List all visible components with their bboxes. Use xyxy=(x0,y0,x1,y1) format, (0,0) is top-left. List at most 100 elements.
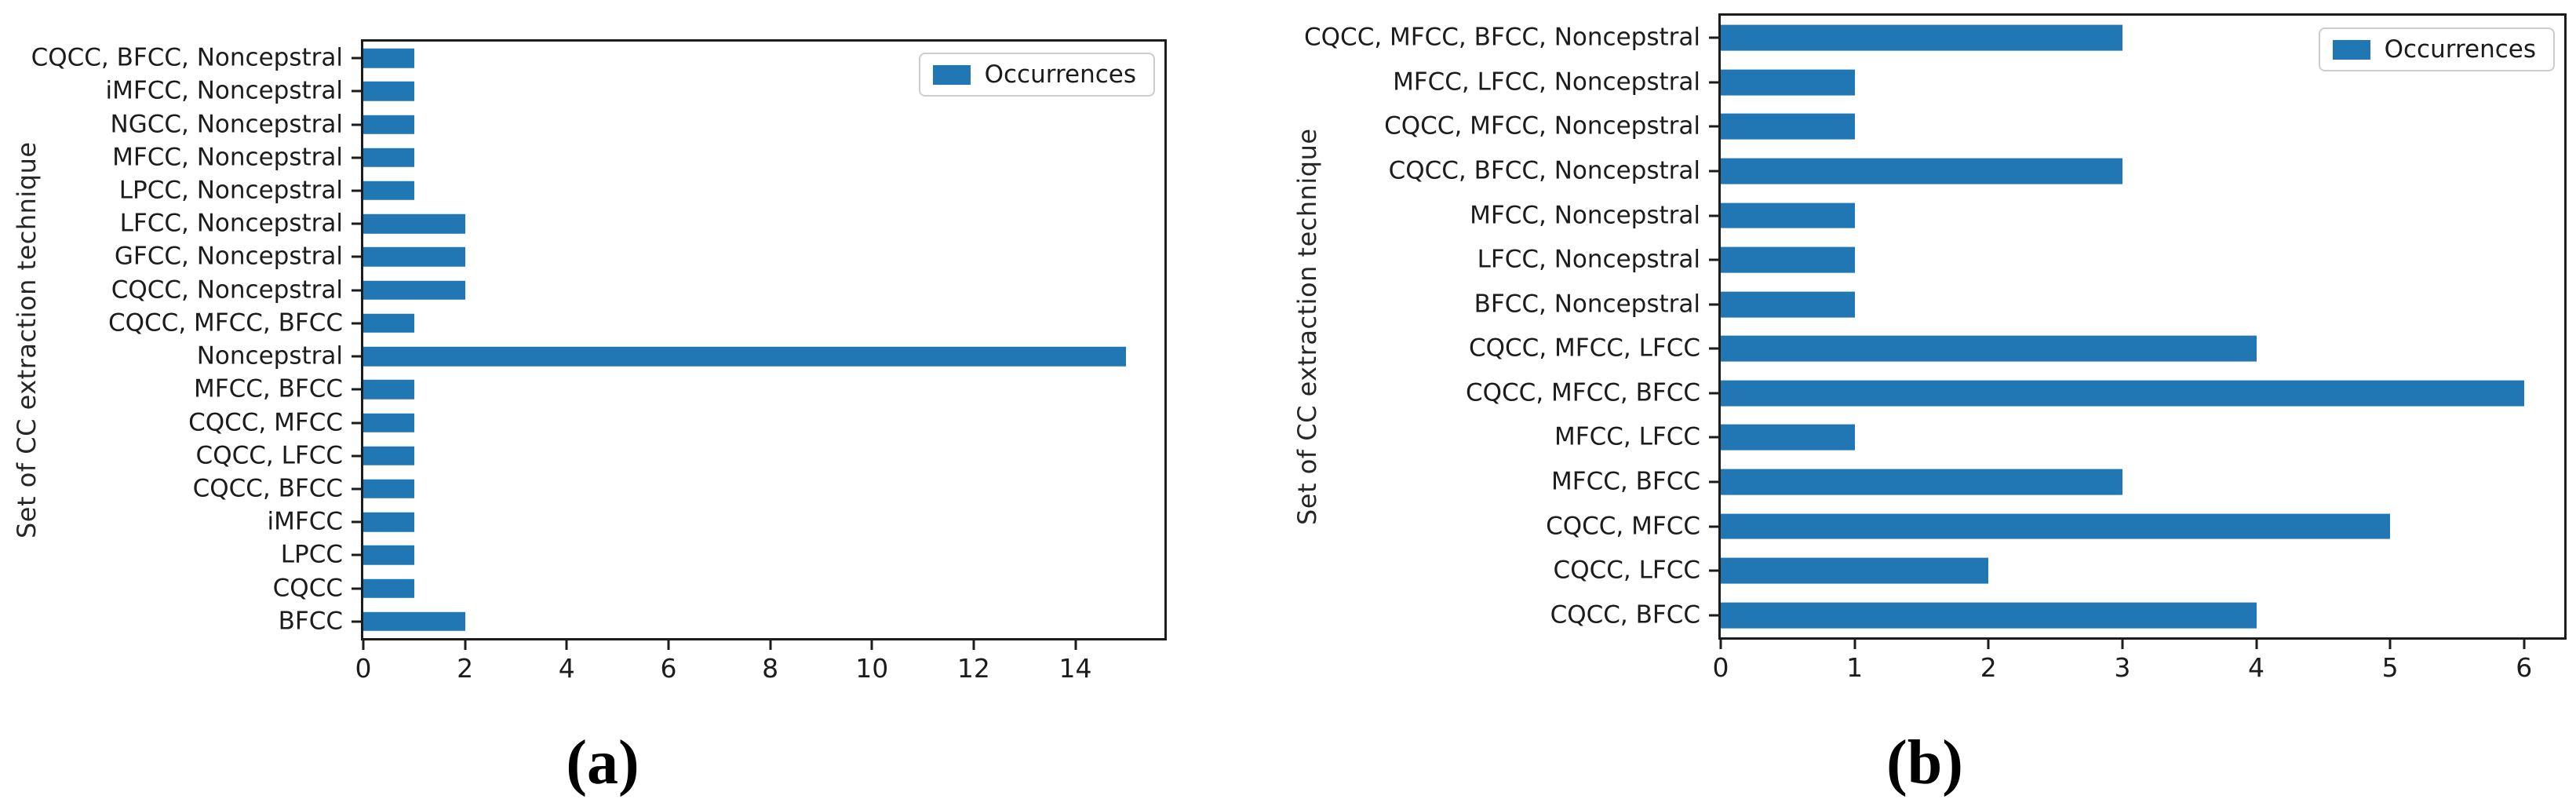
bar xyxy=(363,313,414,334)
category-label: MFCC, BFCC xyxy=(194,374,343,403)
bar-row: CQCC, MFCC, BFCC, Noncepstral xyxy=(1304,16,2564,60)
bar-row: LPCC, Noncepstral xyxy=(119,174,1164,207)
category-label: CQCC, MFCC, LFCC xyxy=(1468,334,1700,363)
bar-row: CQCC, MFCC, LFCC xyxy=(1469,327,2564,371)
category-label: BFCC xyxy=(278,607,343,636)
legend-label: Occurrences xyxy=(984,60,1136,89)
category-label: Noncepstral xyxy=(196,341,343,370)
bar xyxy=(1721,335,2257,362)
category-label: iMFCC, Noncepstral xyxy=(105,76,343,105)
bar xyxy=(1721,202,1855,228)
y-tick-mark xyxy=(352,620,361,623)
category-label: MFCC, LFCC, Noncepstral xyxy=(1393,68,1700,97)
x-tick-label: 3 xyxy=(2114,652,2131,683)
category-label: NGCC, Noncepstral xyxy=(110,110,343,139)
bar xyxy=(1721,246,1855,273)
bar-row: CQCC, BFCC xyxy=(193,472,1164,505)
y-tick-mark xyxy=(1709,125,1718,128)
bar xyxy=(1721,557,1989,584)
x-tick-mark xyxy=(2121,640,2124,649)
x-tick-label: 4 xyxy=(558,653,575,684)
y-tick-mark xyxy=(352,255,361,258)
y-tick-mark xyxy=(1709,614,1718,617)
y-tick-mark xyxy=(352,553,361,556)
x-tick-mark xyxy=(667,640,670,650)
x-tick-label: 1 xyxy=(1846,652,1864,683)
category-label: LFCC, Noncepstral xyxy=(1477,245,1700,274)
y-tick-mark xyxy=(352,487,361,491)
bar xyxy=(1721,114,1855,140)
x-tick-label: 2 xyxy=(457,653,474,684)
y-tick-mark xyxy=(352,123,361,126)
y-tick-mark xyxy=(352,89,361,93)
x-tick-mark xyxy=(1853,640,1856,649)
y-tick-mark xyxy=(1709,36,1718,39)
bar-row: MFCC, Noncepstral xyxy=(1470,193,2564,238)
legend: Occurrences xyxy=(918,53,1155,97)
x-tick-label: 6 xyxy=(2516,652,2533,683)
bar-row: MFCC, LFCC, Noncepstral xyxy=(1393,60,2564,105)
y-tick-mark xyxy=(352,388,361,391)
x-tick-label: 0 xyxy=(1712,652,1729,683)
x-tick-mark xyxy=(2255,640,2258,649)
x-tick-label: 8 xyxy=(762,653,779,684)
subfigure-caption: (b) xyxy=(1886,728,1963,797)
bar xyxy=(363,115,414,134)
subfigure-caption: (a) xyxy=(566,728,639,797)
y-tick-mark xyxy=(352,289,361,292)
y-tick-mark xyxy=(1709,258,1718,261)
y-tick-mark xyxy=(1709,436,1718,439)
category-label: CQCC, Noncepstral xyxy=(111,275,343,305)
y-axis-label: Set of CC extraction technique xyxy=(1292,128,1322,525)
y-tick-mark xyxy=(352,454,361,458)
x-tick-label: 6 xyxy=(660,653,677,684)
bar xyxy=(363,413,414,432)
x-tick-mark xyxy=(1987,640,1990,649)
bar-row: CQCC, MFCC xyxy=(1546,504,2564,549)
bar-row: CQCC, LFCC xyxy=(1554,549,2564,593)
legend-swatch xyxy=(932,64,971,85)
bar xyxy=(363,446,414,466)
x-tick-mark xyxy=(769,640,772,650)
category-label: MFCC, BFCC xyxy=(1551,467,1700,496)
y-tick-mark xyxy=(352,156,361,159)
bar xyxy=(363,512,414,532)
plot-area: CQCC, BFCC, Noncepstral iMFCC, Noncepstra… xyxy=(31,39,1167,681)
x-tick-mark xyxy=(464,640,467,650)
bar xyxy=(363,346,1127,367)
bar-row: CQCC, MFCC xyxy=(188,406,1164,439)
x-tick-label: 14 xyxy=(1058,653,1092,684)
category-label: CQCC, BFCC, Noncepstral xyxy=(1388,156,1700,185)
legend-label: Occurrences xyxy=(2384,35,2536,64)
x-tick-mark xyxy=(1719,640,1722,649)
x-tick-mark xyxy=(972,640,975,650)
category-label: CQCC, BFCC xyxy=(1550,600,1700,629)
bar-row: iMFCC, Noncepstral xyxy=(106,75,1164,108)
category-label: GFCC, Noncepstral xyxy=(114,242,343,271)
bar-row: CQCC, MFCC, BFCC xyxy=(1466,371,2564,416)
bar-row: MFCC, BFCC xyxy=(194,373,1164,406)
bar xyxy=(1721,602,2257,629)
x-tick-label: 5 xyxy=(2381,652,2399,683)
bar xyxy=(363,247,465,267)
bar xyxy=(1721,425,1855,451)
bar xyxy=(363,82,414,101)
category-label: CQCC, MFCC xyxy=(188,408,343,437)
plot-area: CQCC, MFCC, BFCC, Noncepstral MFCC, LFCC,… xyxy=(1304,13,2567,680)
y-tick-mark xyxy=(1709,214,1718,217)
bar xyxy=(1721,24,2122,51)
category-label: MFCC, Noncepstral xyxy=(112,143,343,172)
category-label: CQCC, LFCC xyxy=(195,441,343,470)
category-label: CQCC, MFCC, Noncepstral xyxy=(1384,111,1700,140)
y-tick-mark xyxy=(352,57,361,60)
bar xyxy=(1721,380,2524,407)
y-tick-mark xyxy=(352,520,361,524)
bar-row: MFCC, BFCC xyxy=(1551,460,2564,505)
bar xyxy=(363,611,465,632)
category-label: CQCC, MFCC xyxy=(1546,512,1700,541)
bar xyxy=(1721,469,2122,495)
y-tick-mark xyxy=(352,189,361,192)
legend-swatch xyxy=(2332,39,2370,60)
bar-row: CQCC, LFCC xyxy=(196,440,1164,472)
